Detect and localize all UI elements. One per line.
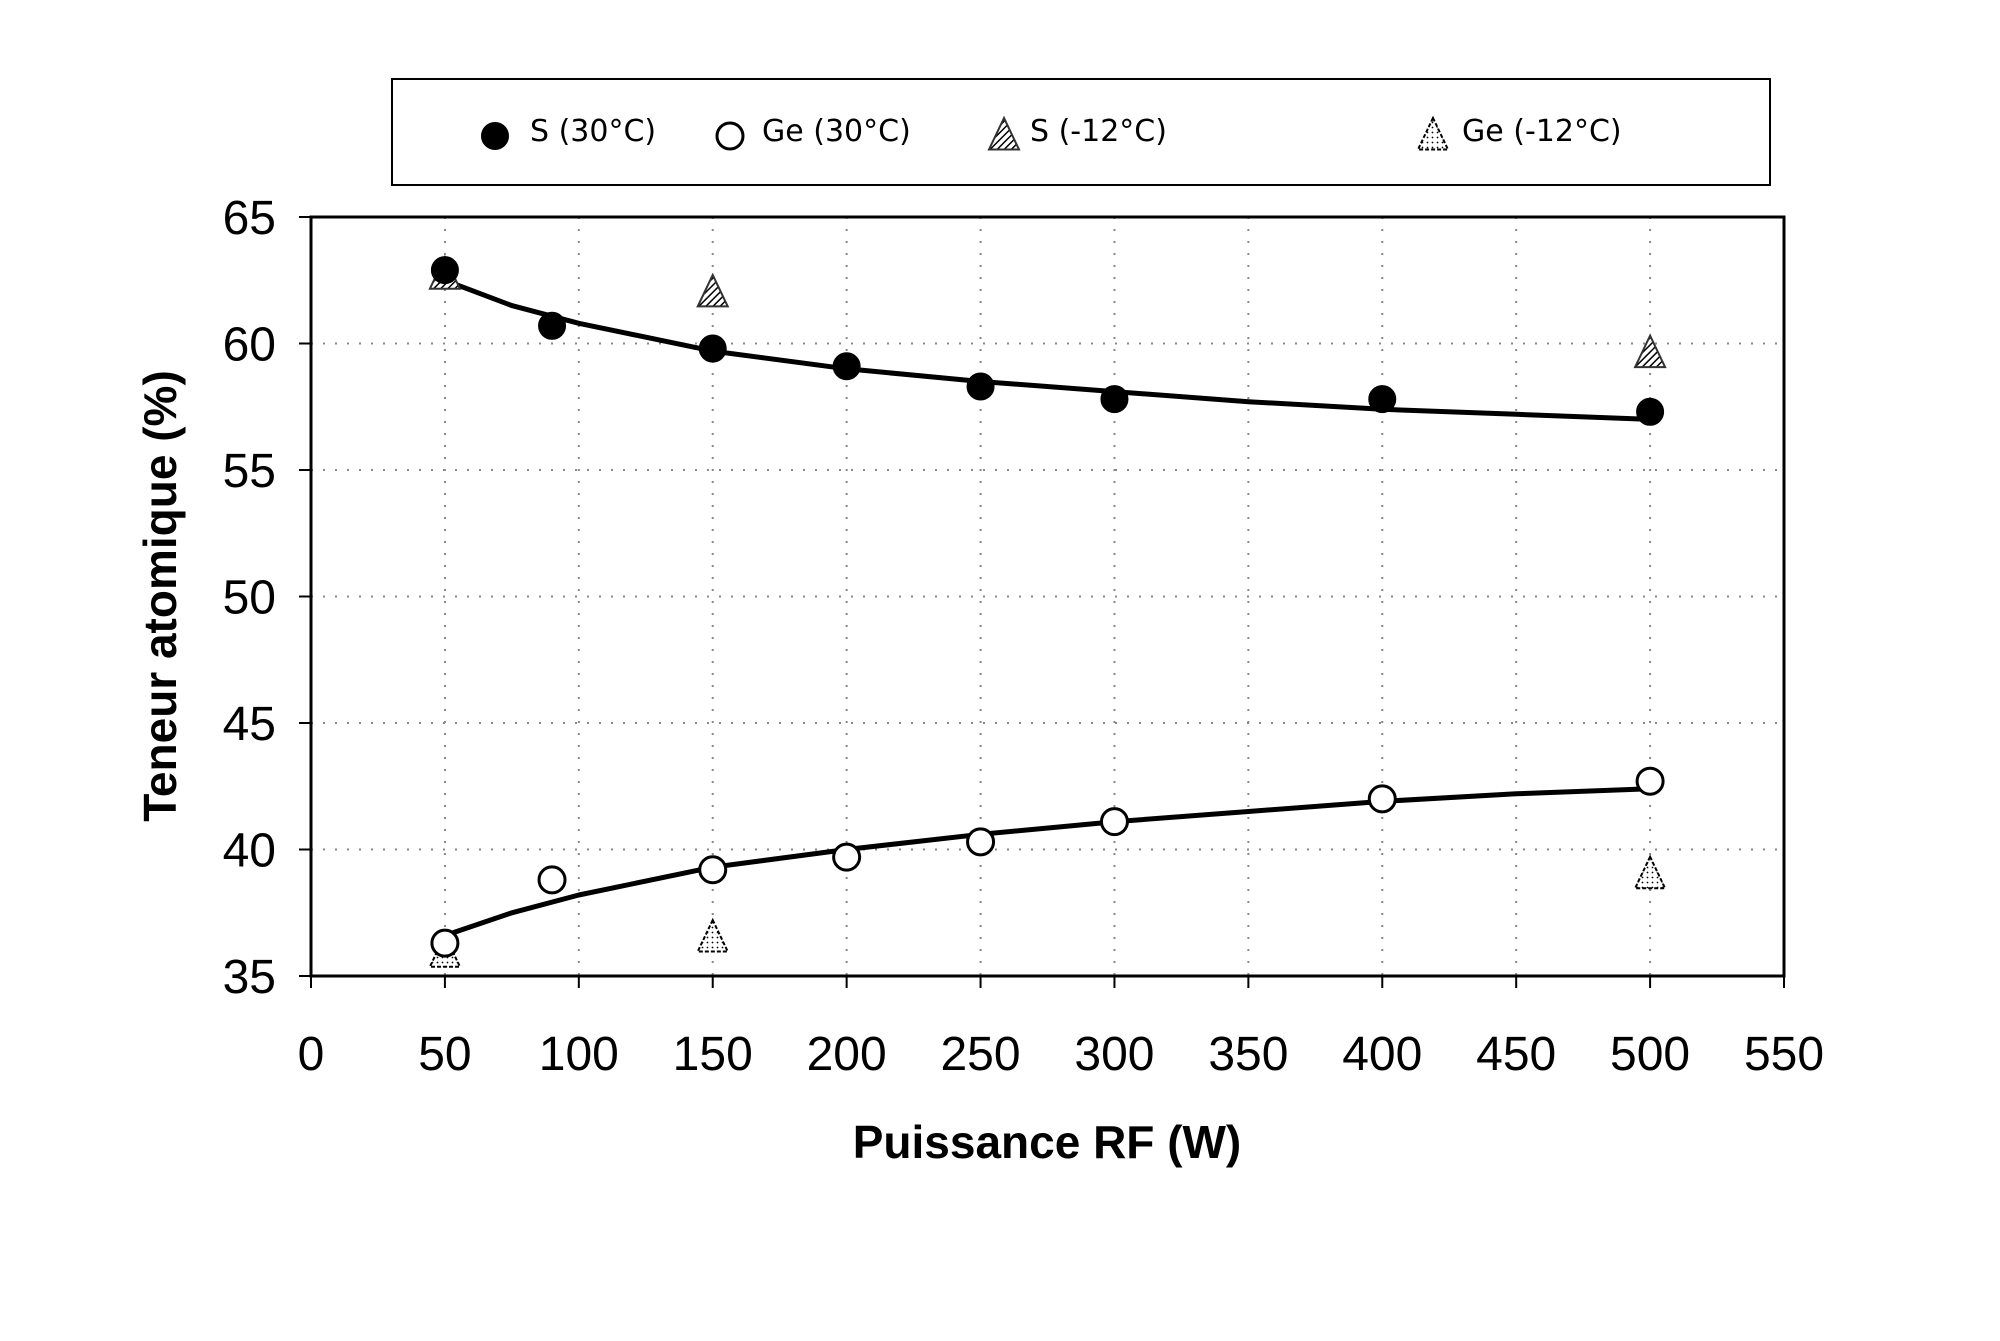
x-tick-label: 400 xyxy=(1342,1028,1422,1081)
y-tick-label: 35 xyxy=(223,951,276,1004)
data-point-hatched-triangle xyxy=(1633,333,1667,369)
data-point-filled-circle xyxy=(1100,385,1129,414)
data-point-hatched-triangle xyxy=(696,272,730,308)
plot-area xyxy=(309,215,1786,978)
x-tick-label: 350 xyxy=(1208,1028,1288,1081)
data-point-open-triangle xyxy=(1633,854,1667,890)
legend: S (30°C) Ge (30°C) S (-12°C) Ge (-12°C) xyxy=(481,114,1622,151)
x-tick-label: 300 xyxy=(1074,1028,1154,1081)
x-tick-label: 150 xyxy=(673,1028,753,1081)
y-tick-label: 45 xyxy=(223,698,276,751)
axes: 0 50 100 150 200 250 300 350 400 450 500 550 35 40 45 5… xyxy=(223,192,1824,1081)
data-point-open-circle xyxy=(832,842,862,872)
x-tick-label: 0 xyxy=(298,1028,325,1081)
data-point-open-circle xyxy=(1099,807,1129,837)
data-point-open-triangle xyxy=(696,917,730,953)
x-tick-label: 50 xyxy=(418,1028,471,1081)
data-point-open-circle xyxy=(1367,784,1397,814)
data-point-open-circle xyxy=(430,928,460,958)
data-point-filled-circle xyxy=(832,352,861,381)
y-tick-label: 60 xyxy=(223,319,276,372)
legend-box xyxy=(391,78,1771,186)
legend-label: Ge (-12°C) xyxy=(1462,114,1622,149)
x-axis-title: Puissance RF (W) xyxy=(853,1116,1242,1168)
legend-label: S (-12°C) xyxy=(1030,114,1167,149)
data-point-filled-circle xyxy=(430,256,459,285)
data-point-filled-circle xyxy=(966,372,995,401)
trend-line-0 xyxy=(444,277,1651,422)
y-tick-label: 50 xyxy=(223,572,276,625)
legend-marker-open-triangle xyxy=(1416,115,1450,151)
trend-line-1 xyxy=(444,786,1651,938)
x-tick-label: 100 xyxy=(539,1028,619,1081)
y-tick-label: 65 xyxy=(223,192,276,245)
x-tick-label: 450 xyxy=(1476,1028,1556,1081)
data-point-open-circle xyxy=(966,827,996,857)
legend-marker-hatched-triangle xyxy=(987,115,1021,151)
x-tick-label: 500 xyxy=(1610,1028,1690,1081)
grid-lines xyxy=(311,217,1784,976)
data-point-filled-circle xyxy=(538,311,567,340)
trend-lines xyxy=(444,277,1651,938)
data-marks xyxy=(428,254,1667,968)
data-point-filled-circle xyxy=(698,334,727,363)
data-point-filled-circle xyxy=(1368,385,1397,414)
y-axis-title: Teneur atomique (%) xyxy=(134,370,186,822)
data-point-filled-circle xyxy=(1636,397,1665,426)
x-tick-label: 200 xyxy=(807,1028,887,1081)
legend-marker-filled-circle xyxy=(481,122,509,150)
x-tick-label: 550 xyxy=(1744,1028,1824,1081)
legend-label: Ge (30°C) xyxy=(762,114,911,149)
y-tick-label: 55 xyxy=(223,445,276,498)
y-tick-label: 40 xyxy=(223,825,276,878)
data-point-open-circle xyxy=(698,855,728,885)
data-point-open-circle xyxy=(1635,766,1665,796)
legend-label: S (30°C) xyxy=(530,114,656,149)
data-point-open-circle xyxy=(537,865,567,895)
x-tick-label: 250 xyxy=(940,1028,1020,1081)
legend-marker-open-circle xyxy=(715,121,745,151)
